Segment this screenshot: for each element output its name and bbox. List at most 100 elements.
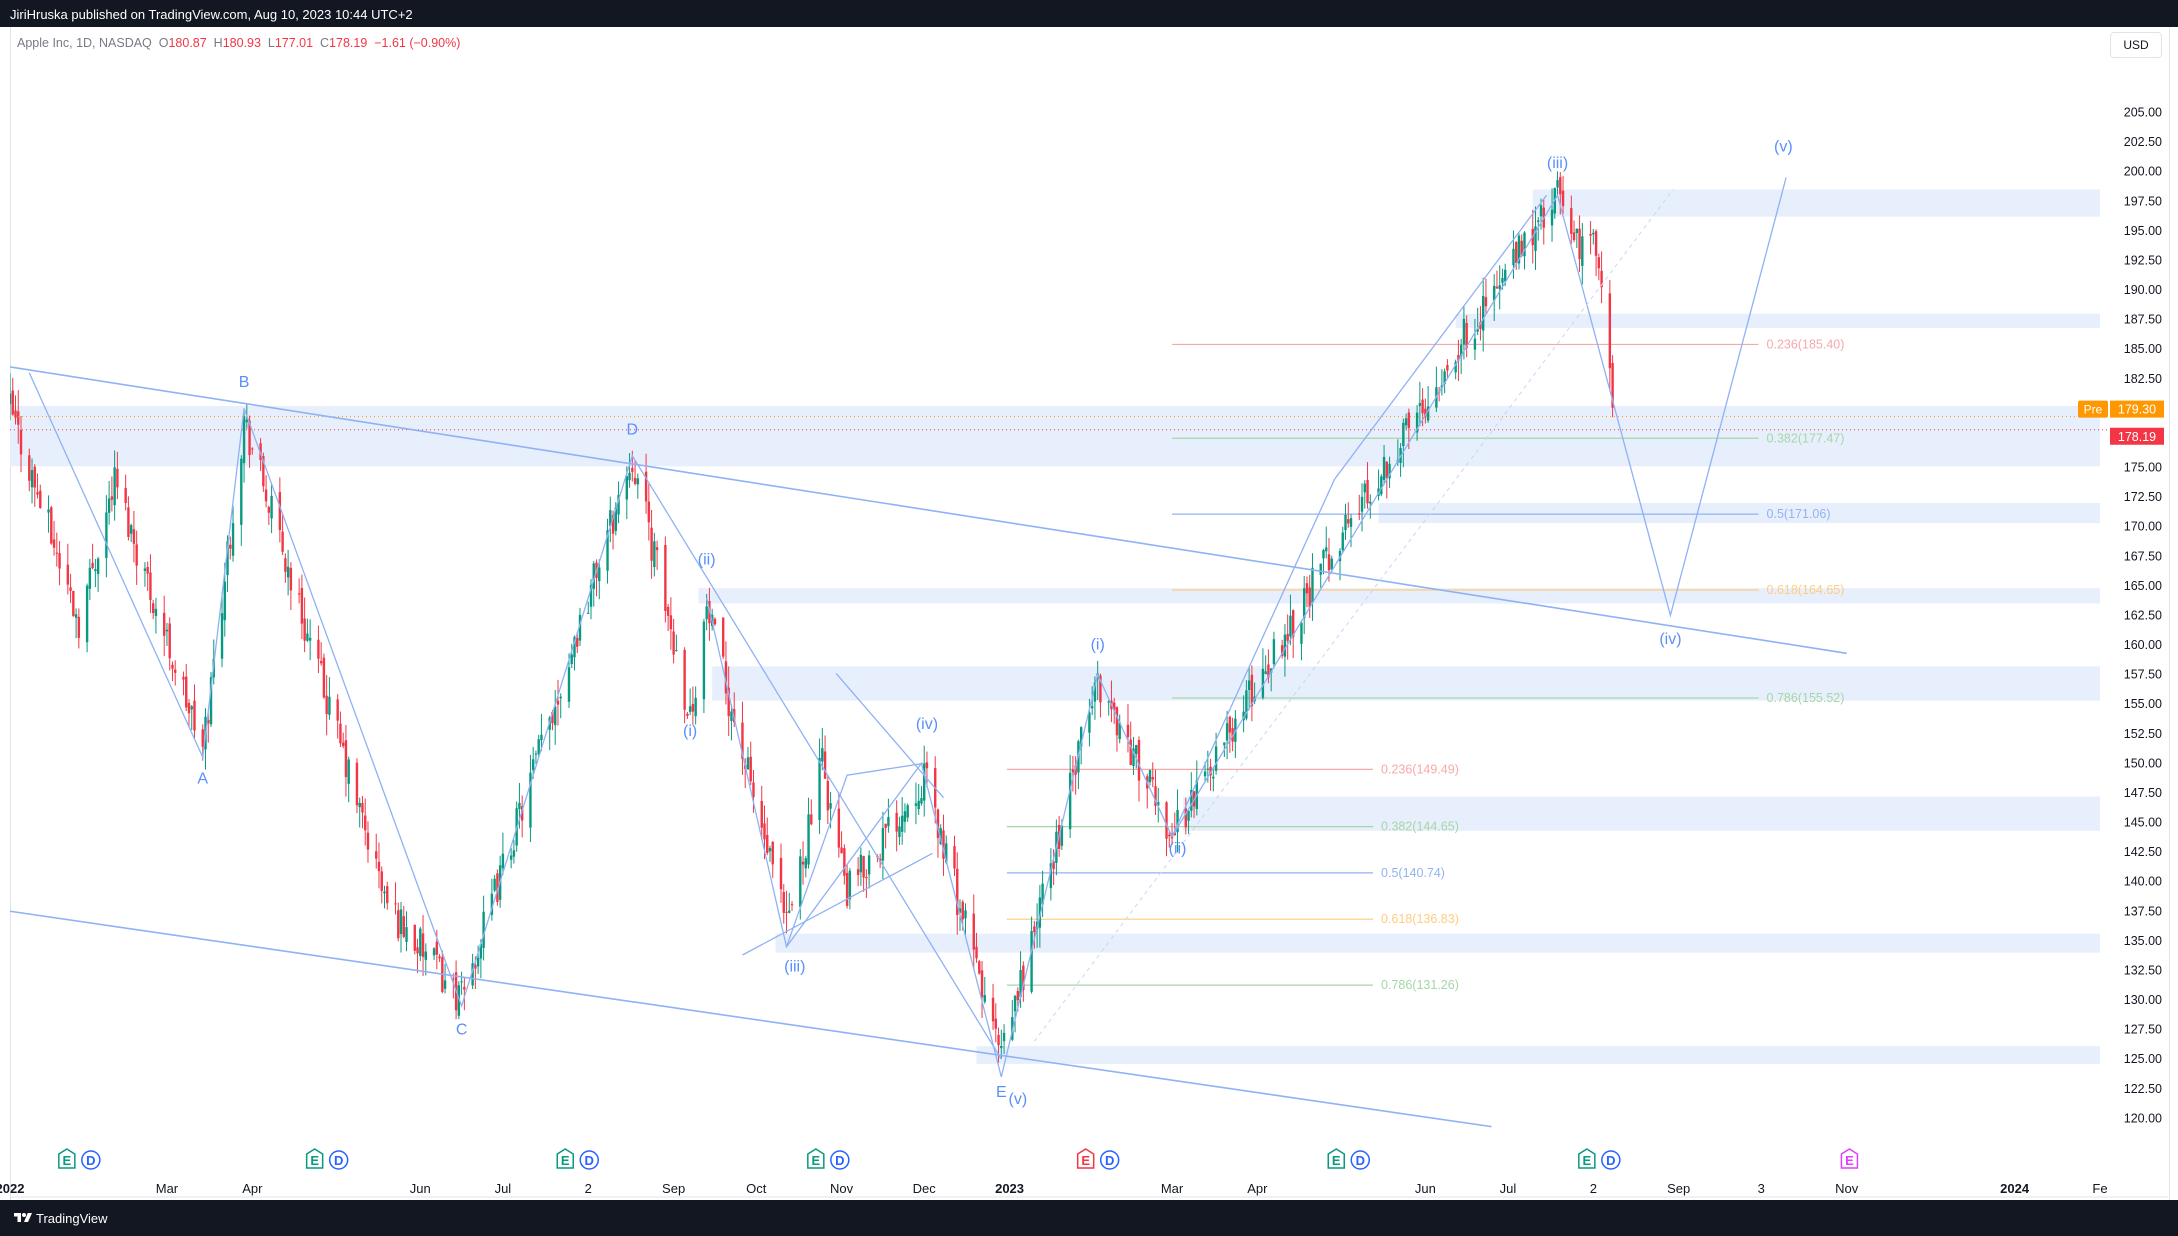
candle-body <box>884 823 887 829</box>
candle-body <box>52 539 56 548</box>
candle-body <box>1421 399 1424 414</box>
candle-body <box>1358 513 1361 515</box>
candle-body <box>669 615 673 630</box>
candle-body <box>1068 772 1072 830</box>
time-tick-label: Mar <box>156 1181 179 1196</box>
price-zone <box>1532 189 2100 217</box>
candle-body <box>328 696 331 715</box>
price-zone <box>1378 503 2100 524</box>
candle-body <box>964 910 967 919</box>
candle-body <box>74 614 78 618</box>
candle-body <box>1168 834 1171 837</box>
candle-body <box>163 612 166 636</box>
candle-body <box>476 957 480 967</box>
candle-body <box>785 911 788 913</box>
wave-label: C <box>456 1021 468 1038</box>
candle-body <box>77 616 81 638</box>
dividend-letter: D <box>1105 1153 1114 1168</box>
candle-body <box>375 851 378 859</box>
time-tick-label: 2 <box>1590 1181 1597 1196</box>
candle-body <box>438 956 441 959</box>
candle-body <box>11 390 14 415</box>
candle-body <box>1600 270 1603 288</box>
wave-path <box>28 372 1002 1060</box>
candle-body <box>917 800 920 809</box>
candle-body <box>821 748 824 762</box>
candle-body <box>1209 766 1212 776</box>
candle-body <box>1002 1032 1006 1042</box>
candle-body <box>1330 558 1333 570</box>
candle-body <box>1501 277 1504 283</box>
candle-body <box>383 891 386 894</box>
candle-body <box>149 572 152 601</box>
price-tick-label: 195.00 <box>2124 224 2162 238</box>
earnings-icon <box>556 1148 574 1169</box>
change-value: −1.61 (−0.90%) <box>374 36 461 50</box>
candle-body <box>529 772 532 828</box>
candle-body <box>325 695 328 715</box>
candle-body <box>551 711 554 724</box>
candle-body <box>151 603 155 613</box>
candle-body <box>496 873 499 902</box>
currency-button[interactable]: USD <box>2110 32 2162 58</box>
time-tick-label: Dec <box>913 1181 937 1196</box>
price-tick-label: 160.00 <box>2124 638 2162 652</box>
candle-body <box>58 553 61 569</box>
candle-body <box>801 861 805 865</box>
price-tick-label: 152.50 <box>2124 727 2162 741</box>
candle-body <box>804 858 807 869</box>
candle-body <box>1013 995 1017 1012</box>
candle-body <box>209 677 213 725</box>
price-chart[interactable]: 0.236(185.40) 0.382(177.47) 0.5(171.06) 0.6… <box>0 27 2178 1200</box>
price-tick-label: 142.50 <box>2124 845 2162 859</box>
candle-body <box>452 978 455 980</box>
price-tick-label: 125.00 <box>2124 1052 2162 1066</box>
candle-body <box>1520 240 1523 256</box>
candle-body <box>1385 461 1389 479</box>
dividend-letter: D <box>1606 1153 1615 1168</box>
low-label: L <box>267 36 275 50</box>
candle-body <box>127 507 130 537</box>
candle-body <box>653 541 656 568</box>
candle-body <box>394 903 397 905</box>
candle-body <box>1570 208 1573 234</box>
earnings-icon <box>1840 1148 1859 1169</box>
candle-body <box>33 466 36 488</box>
candle-body <box>463 986 466 990</box>
candle-body <box>1289 615 1292 637</box>
candle-body <box>1462 318 1466 345</box>
candle-body <box>366 832 370 850</box>
candle-body <box>380 871 383 891</box>
candle-body <box>1594 231 1598 256</box>
fibonacci-levels: 0.236(185.40) 0.382(177.47) 0.5(171.06) 0.6… <box>1006 337 1844 992</box>
candle-body <box>1242 711 1245 721</box>
candle-body <box>1088 712 1091 733</box>
candle-body <box>1388 463 1391 479</box>
candle-body <box>997 1034 1000 1046</box>
candle-body <box>1327 554 1331 571</box>
candle-body <box>1022 965 1025 990</box>
wave-path <box>706 177 1787 1078</box>
candle-body <box>721 617 725 657</box>
candle-body <box>416 947 419 954</box>
dividend-letter: D <box>585 1153 594 1168</box>
price-tick-label: 185.00 <box>2124 342 2162 356</box>
candle-body <box>534 753 538 755</box>
time-axis[interactable]: 2022 Mar Apr Jun Jul 2 Sep Oct Nov Dec 2023 Mar Apr J… <box>0 1181 2168 1198</box>
wave-label: (iii) <box>1547 155 1568 172</box>
candle-body <box>1402 422 1405 447</box>
candle-body <box>531 759 535 771</box>
price-tick-label: 165.00 <box>2124 579 2162 593</box>
price-badge <box>2110 400 2164 418</box>
candle-body <box>1151 776 1154 780</box>
candle-body <box>1498 285 1501 289</box>
wave-label: (i) <box>683 723 697 740</box>
price-axis[interactable]: 205.00 202.50 200.00 197.50 195.00 192.50 190.… <box>2078 106 2164 1126</box>
candle-body <box>512 850 516 857</box>
candle-body <box>845 872 849 906</box>
dividend-icon <box>1099 1150 1120 1170</box>
candle-body <box>994 1018 997 1029</box>
candle-body <box>386 886 389 904</box>
candle-body <box>920 797 923 804</box>
